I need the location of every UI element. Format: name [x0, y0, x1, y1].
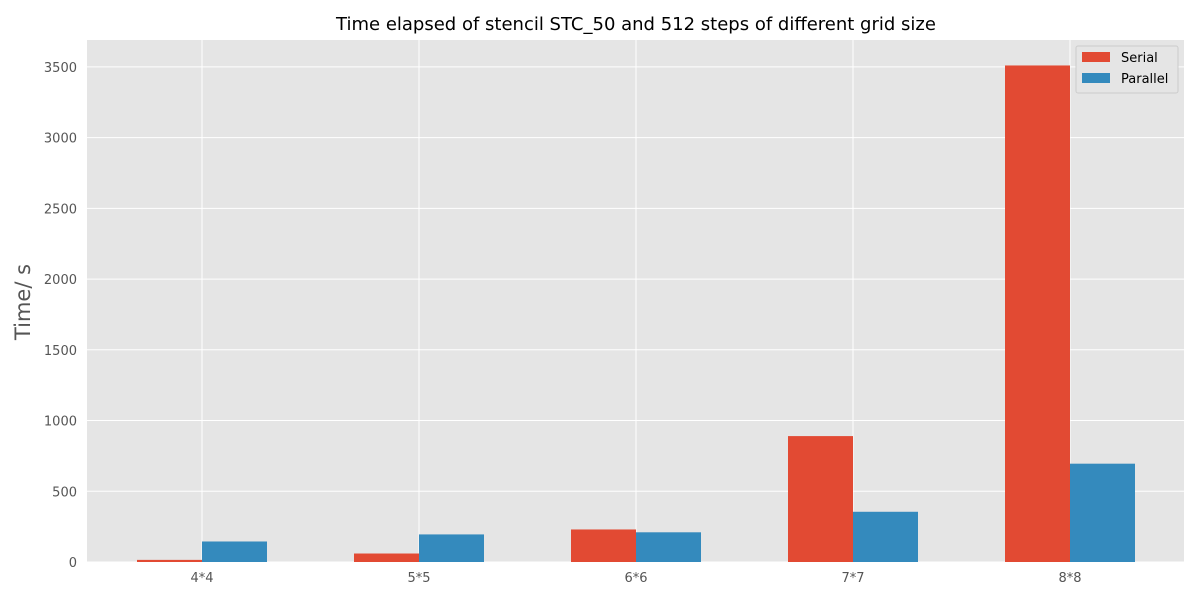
y-tick-label: 3000	[44, 132, 77, 147]
x-tick-label: 7*7	[841, 571, 864, 586]
bars	[137, 65, 1135, 563]
bar-serial-4	[788, 436, 853, 562]
legend: Serial Parallel	[1075, 45, 1179, 94]
bar-serial-1	[137, 559, 202, 562]
x-axis-ticks: 4*4 5*5 6*6 7*7 8*8	[190, 571, 1081, 586]
x-tick-label: 4*4	[190, 571, 213, 586]
x-tick-label: 6*6	[624, 571, 647, 586]
y-tick-label: 1000	[44, 415, 77, 430]
grid-lines	[87, 40, 1184, 563]
bar-serial-5	[1005, 65, 1070, 563]
y-tick-label: 500	[52, 485, 77, 500]
x-tick-label: 8*8	[1058, 571, 1081, 586]
x-tick-label: 5*5	[407, 571, 430, 586]
y-tick-label: 2000	[44, 273, 77, 288]
bar-parallel-3	[636, 532, 701, 562]
chart-title: Time elapsed of stencil STC_50 and 512 s…	[335, 14, 936, 35]
y-tick-label: 2500	[44, 202, 77, 217]
bar-serial-2	[354, 553, 419, 562]
legend-swatch-serial	[1082, 52, 1110, 62]
bar-parallel-1	[202, 541, 267, 562]
legend-label-serial: Serial	[1121, 51, 1158, 66]
y-tick-label: 0	[69, 556, 77, 571]
legend-swatch-parallel	[1082, 73, 1110, 83]
y-tick-label: 3500	[44, 61, 77, 76]
bar-parallel-5	[1070, 463, 1135, 562]
legend-label-parallel: Parallel	[1121, 72, 1168, 87]
y-axis-ticks: 0 500 1000 1500 2000 2500 3000 3500	[44, 61, 77, 571]
y-axis-label: Time/ s	[11, 264, 35, 341]
y-tick-label: 1500	[44, 344, 77, 359]
bar-serial-3	[571, 529, 636, 562]
bar-parallel-2	[419, 534, 484, 562]
bar-parallel-4	[853, 511, 918, 562]
